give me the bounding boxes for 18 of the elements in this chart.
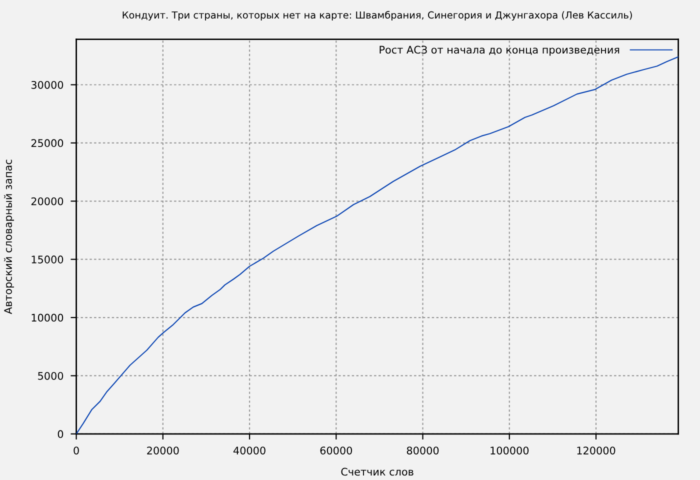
y-tick-label: 15000 [32, 256, 64, 264]
legend-label: Рост АСЗ от начала до конца произведения [380, 46, 620, 56]
y-axis-title: Авторский словарный запас [4, 160, 14, 314]
x-tick-label: 20000 [147, 446, 179, 454]
x-axis-title: Счетчик слов [341, 468, 414, 476]
x-tick-label: 60000 [320, 446, 352, 454]
y-tick-label: 0 [58, 430, 64, 438]
y-tick-label: 25000 [31, 139, 64, 148]
x-tick-label: 80000 [406, 446, 439, 454]
x-tick-label: 120000 [577, 446, 616, 454]
x-tick-label: 0 [74, 446, 79, 454]
y-tick-label: 20000 [31, 197, 64, 206]
x-tick-label: 40000 [233, 446, 266, 454]
x-tick-label: 100000 [490, 446, 529, 454]
y-tick-label: 30000 [31, 80, 64, 89]
y-tick-label: 5000 [38, 372, 64, 380]
chart-title: Кондуит. Три страны, которых нет на карте: Швамбрания, Синегория и Джунгахора (Лев Кассиль) [122, 10, 632, 21]
y-tick-label: 10000 [32, 314, 64, 322]
